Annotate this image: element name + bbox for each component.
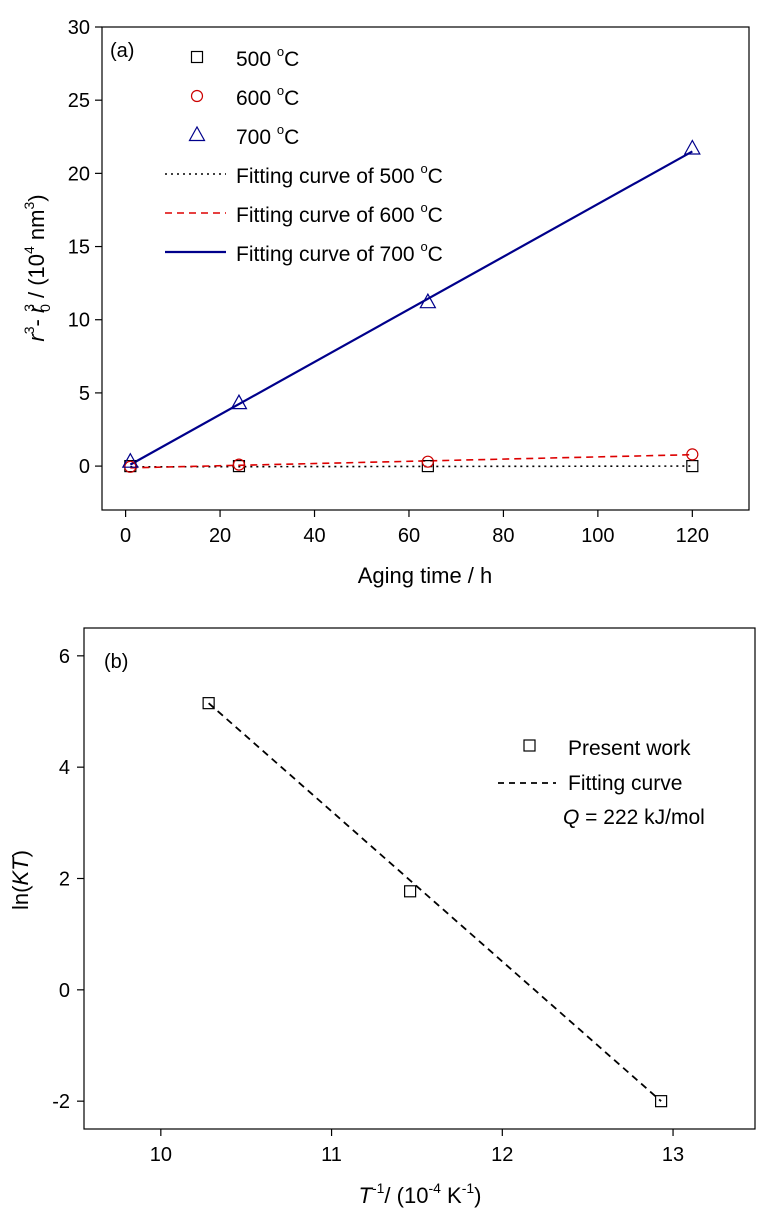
y-tick-label: 0 <box>79 456 90 478</box>
y-tick-label: 0 <box>59 980 70 1002</box>
legend-label: Fitting curve of 700 oC <box>236 239 443 266</box>
x-tick-label: 0 <box>120 525 131 547</box>
panel-a-label: (a) <box>110 40 134 62</box>
panel-b-legend: Present work Fitting curve Q = 222 kJ/mo… <box>498 737 705 829</box>
legend-present-work-marker <box>523 739 536 752</box>
panel-a-fit-lines <box>129 150 693 469</box>
y-tick-label: 4 <box>59 757 70 779</box>
y-tick-label: 6 <box>59 646 70 668</box>
panel-b-markers <box>202 697 668 1108</box>
x-tick-label: 10 <box>150 1144 172 1166</box>
x-tick-label: 80 <box>492 525 514 547</box>
fit-line-600c <box>130 453 693 469</box>
data-point-600c <box>421 455 434 468</box>
legend-label: Fitting curve of 500 oC <box>236 161 443 188</box>
data-point-700c <box>683 139 701 155</box>
legend-label: 700 oC <box>236 122 299 149</box>
y-tick-label: 30 <box>68 17 90 39</box>
legend-marker <box>190 50 204 64</box>
panel-a-markers <box>121 139 701 473</box>
data-point <box>654 1095 668 1108</box>
data-point-700c <box>230 393 248 410</box>
panel-a-x-axis-label: Aging time / h <box>358 563 493 588</box>
data-point-700c <box>419 292 437 309</box>
panel-b-label: (b) <box>104 651 128 673</box>
x-tick-label: 40 <box>303 525 325 547</box>
legend-fitting-curve-label: Fitting curve <box>568 772 682 795</box>
x-tick-label: 12 <box>491 1144 513 1166</box>
panel-a: 0 20 40 60 80 100 120 0 5 10 15 20 25 30 (a) 500 oC 60… <box>21 17 750 588</box>
legend-label: 500 oC <box>236 44 299 71</box>
y-tick-label: 15 <box>68 237 90 259</box>
x-tick-label: 120 <box>676 525 709 547</box>
legend-marker <box>188 125 206 142</box>
legend-present-work-label: Present work <box>568 737 691 760</box>
legend-label: 600 oC <box>236 83 299 110</box>
fit-line-700c <box>129 150 693 466</box>
data-point-500c <box>686 459 699 473</box>
legend-marker <box>190 89 204 103</box>
y-tick-label: 25 <box>68 90 90 112</box>
x-tick-label: 13 <box>662 1144 684 1166</box>
x-tick-label: 100 <box>581 525 614 547</box>
panel-b-fit-lines <box>208 702 662 1102</box>
panel-a-ticks: 0 20 40 60 80 100 120 0 5 10 15 20 25 30 <box>68 17 709 547</box>
data-point <box>202 697 215 710</box>
panel-a-frame <box>101 26 750 511</box>
data-point <box>404 885 417 898</box>
panel-b-ticks: 10 11 12 13 -2 0 2 4 6 <box>52 646 684 1166</box>
panel-a-y-axis-label: r3- r30 / (104 nm3) <box>21 194 53 341</box>
panel-b: 10 11 12 13 -2 0 2 4 6 (b) Present work Fitting … <box>8 627 756 1208</box>
fit-line <box>208 702 662 1102</box>
panel-b-x-axis-label: T-1/ (10-4 K-1) <box>359 1180 482 1208</box>
x-tick-label: 11 <box>321 1144 342 1166</box>
y-tick-label: 2 <box>59 869 70 891</box>
data-point-700c <box>121 452 139 468</box>
legend-label: Fitting curve of 600 oC <box>236 200 443 227</box>
y-tick-label: 5 <box>79 383 90 405</box>
panel-a-legend: 500 oC 600 oC 700 oC Fitting curve of 500 o… <box>165 44 443 266</box>
y-tick-label: 20 <box>68 163 90 185</box>
fit-line-500c <box>130 465 693 468</box>
data-point-500c <box>421 459 434 473</box>
x-tick-label: 20 <box>209 525 231 547</box>
panel-b-frame <box>83 627 756 1130</box>
y-tick-label: 10 <box>68 310 90 332</box>
y-tick-label: -2 <box>52 1091 70 1113</box>
panel-b-y-axis-label: ln(KT) <box>8 850 33 910</box>
data-point-600c <box>232 458 246 471</box>
data-point-600c <box>686 448 699 461</box>
activation-energy-annotation: Q = 222 kJ/mol <box>563 806 705 829</box>
x-tick-label: 60 <box>398 525 420 547</box>
